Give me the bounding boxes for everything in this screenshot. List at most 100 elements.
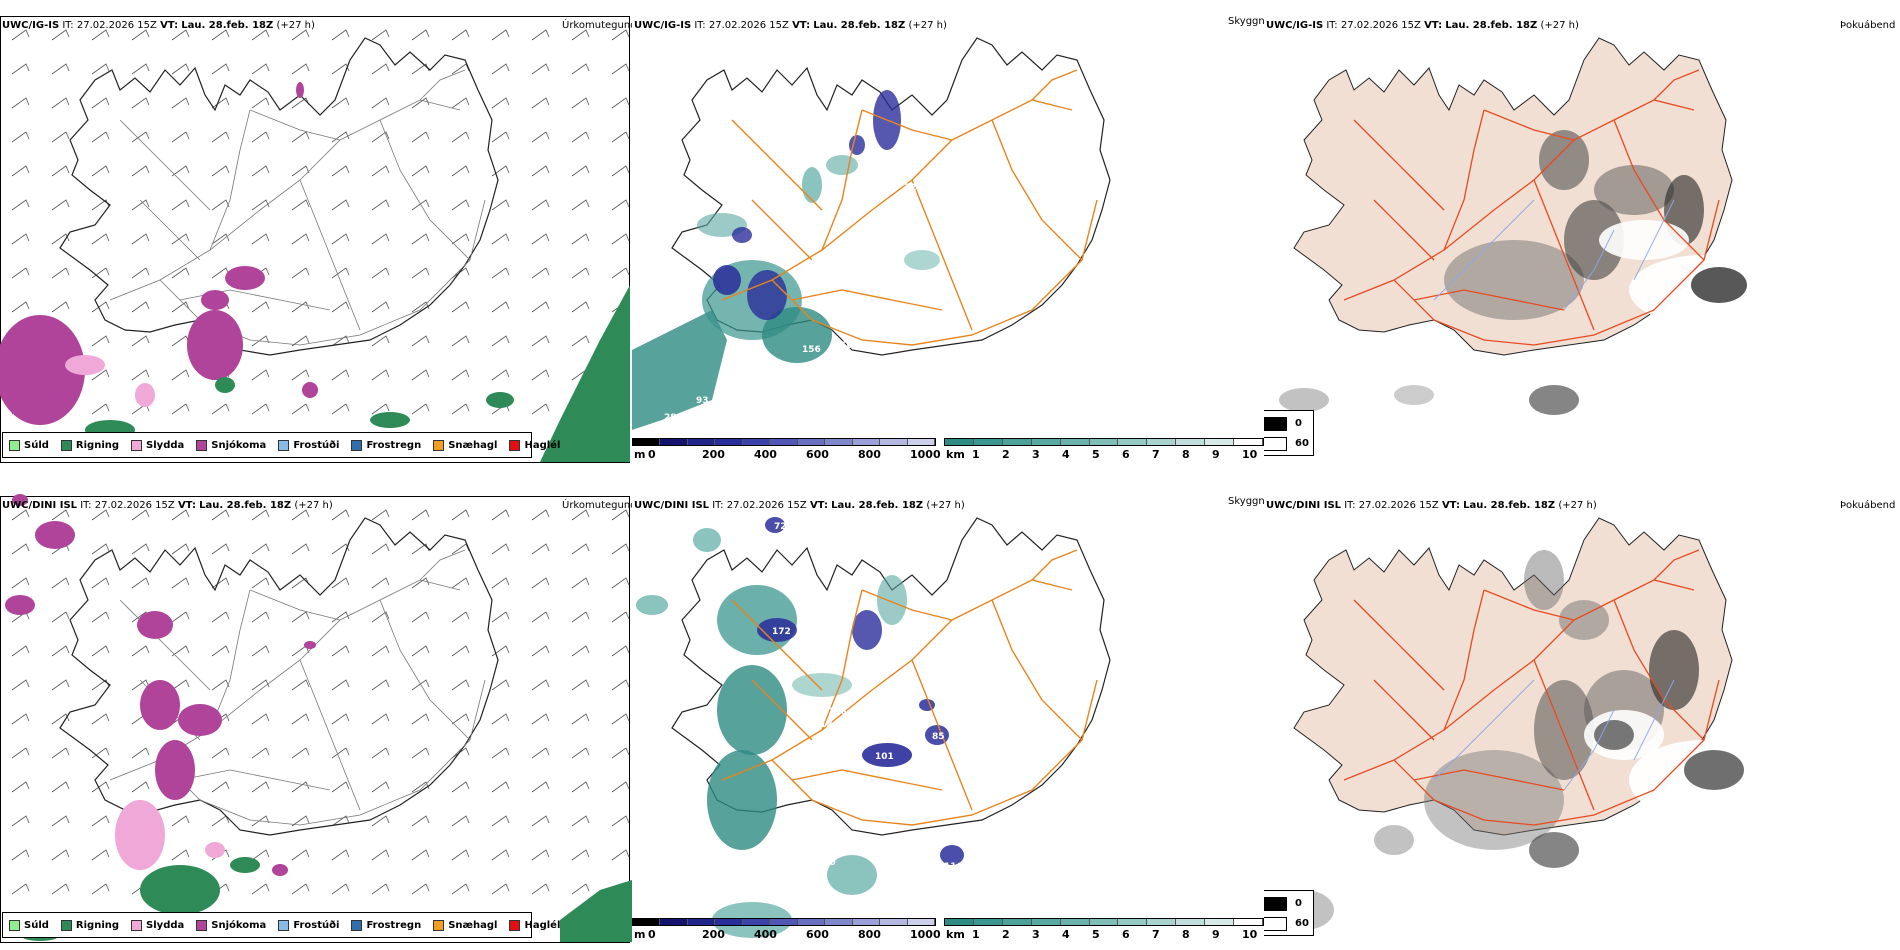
road-line <box>299 659 361 811</box>
road-line <box>1653 69 1700 101</box>
wind-barb <box>451 645 470 657</box>
wind-barb <box>331 97 350 109</box>
wind-barb <box>611 97 630 109</box>
road-line <box>249 589 341 621</box>
vis-label: 85 <box>932 732 945 742</box>
colorbar-tick-km: 10 <box>1242 928 1258 941</box>
wind-barb <box>371 369 390 381</box>
vis-label: 140 <box>817 858 836 868</box>
road-line <box>119 599 211 691</box>
wind-barb <box>571 781 590 793</box>
wind-barb <box>131 63 150 75</box>
colorbar-tick-km: 4 <box>1062 448 1070 461</box>
legend-swatch <box>60 439 72 451</box>
field-name: Þokuábendi <box>1840 500 1896 511</box>
road-line <box>139 199 201 261</box>
wind-barb <box>131 199 150 211</box>
wind-barb <box>331 611 350 623</box>
wind-barb <box>411 199 430 211</box>
visibility-map: 121 227 700 656 809 156 93 280 12 <box>632 37 1111 430</box>
wind-barb <box>371 815 390 827</box>
road-line <box>119 119 211 211</box>
panel-fog-dini: UWC/DINI ISL IT: 27.02.2026 15Z VT: Lau.… <box>1264 480 1896 950</box>
colorbar-segment <box>1031 439 1061 445</box>
colorbar-segment <box>633 919 661 925</box>
wind-barb <box>91 369 110 381</box>
wind-barb <box>571 883 590 895</box>
wind-barb <box>491 747 510 759</box>
wind-barb <box>491 233 510 245</box>
legend-item: Haglél <box>509 439 560 451</box>
wind-barb <box>371 63 390 75</box>
wind-barb <box>11 679 30 691</box>
wind-barb <box>291 63 310 75</box>
wind-barbs <box>11 29 630 415</box>
wind-barb <box>11 509 30 521</box>
legend-label: Snjókoma <box>211 439 267 451</box>
wind-barb <box>571 165 590 177</box>
wind-barb <box>411 165 430 177</box>
colorbar-tick-km: 2 <box>1002 928 1010 941</box>
road-line <box>991 119 1083 261</box>
road-line <box>1353 599 1445 691</box>
colorbar-strip <box>944 918 1264 926</box>
wind-barb <box>131 29 150 41</box>
fog-map <box>1279 37 1779 415</box>
legend-item: Haglél <box>509 919 560 931</box>
wind-barb <box>411 63 430 75</box>
wind-barb <box>371 679 390 691</box>
wind-barb <box>211 63 230 75</box>
wind-barb <box>171 335 190 347</box>
wind-barb <box>331 679 350 691</box>
legend-item: Slydda <box>131 919 184 931</box>
wind-barb <box>371 611 390 623</box>
rivers <box>1433 679 1675 791</box>
wind-barb <box>131 747 150 759</box>
wind-barb <box>11 267 30 279</box>
legend-label: Snæhagl <box>448 919 498 931</box>
vis-label: 138 <box>828 707 847 717</box>
wind-barb <box>291 815 310 827</box>
wind-barb <box>291 611 310 623</box>
fog-map <box>1274 517 1779 930</box>
road-line <box>159 679 486 826</box>
wind-barb <box>91 63 110 75</box>
wind-barb <box>251 679 270 691</box>
colorbar-segment <box>945 919 974 925</box>
vis-label: 172 <box>772 627 791 637</box>
legend-swatch <box>9 919 20 931</box>
wind-barb <box>51 815 70 827</box>
wind-barb <box>611 267 630 279</box>
wind-barb <box>491 165 510 177</box>
wind-barb <box>131 267 150 279</box>
visibility-map: 72 172 138 124 101 85 140 116 23 <box>636 517 1111 938</box>
colorbar-segment <box>1031 919 1061 925</box>
wind-barb <box>571 713 590 725</box>
road-line <box>1483 109 1575 141</box>
river-line <box>1433 199 1535 301</box>
legend-swatch <box>278 439 290 451</box>
wind-barb <box>211 29 230 41</box>
wind-barb <box>411 645 430 657</box>
colorbar-tick-km: 7 <box>1152 928 1160 941</box>
wind-barb <box>371 403 390 415</box>
wind-barb <box>211 577 230 589</box>
road-line <box>791 769 943 791</box>
wind-barb <box>171 369 190 381</box>
road-line <box>751 199 813 261</box>
wind-barb <box>571 131 590 143</box>
road-line <box>299 179 361 331</box>
wind-barb <box>291 199 310 211</box>
wind-barb <box>611 577 630 589</box>
road-line <box>821 109 863 251</box>
wind-barb <box>531 883 550 895</box>
snow-areas <box>5 494 316 876</box>
colorbar-segment <box>825 439 853 445</box>
wind-barb <box>291 543 310 555</box>
wind-barb <box>491 645 510 657</box>
road-line <box>1393 679 1720 826</box>
wind-barb <box>451 781 470 793</box>
wind-barb <box>91 267 110 279</box>
wind-barb <box>611 611 630 623</box>
wind-barb <box>91 747 110 759</box>
